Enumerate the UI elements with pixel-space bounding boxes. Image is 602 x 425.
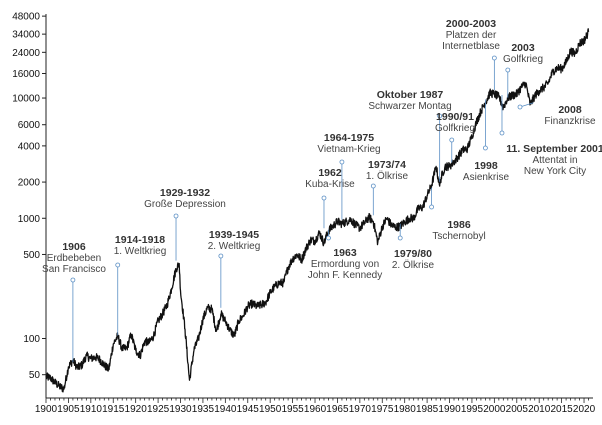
annotation-dot: [339, 159, 345, 165]
annotation-dot: [321, 195, 327, 201]
x-tick-label: 1935: [192, 404, 215, 415]
annotation-dot: [482, 145, 488, 151]
x-tick-label: 1970: [349, 404, 372, 415]
annotation-title: 2003: [511, 42, 535, 54]
annotation-title: 1963: [333, 247, 357, 259]
x-tick-label: 1960: [304, 404, 327, 415]
annotation-text: John F. Kennedy: [308, 270, 383, 281]
y-tick-label: 48000: [12, 12, 40, 23]
annotation-text: Internetblase: [442, 41, 500, 52]
annotation-text: Schwarzer Montag: [368, 101, 451, 112]
annotation-title: 1990/91: [436, 111, 474, 123]
x-tick-label: 1925: [147, 404, 170, 415]
annotation-dot: [173, 213, 179, 219]
annotation-dot: [505, 67, 511, 73]
annotation-text: Golfkrieg: [435, 123, 475, 134]
annotation-text: Platzen der: [446, 30, 497, 41]
annotation-title: 1929-1932: [160, 187, 210, 199]
y-tick-label: 2000: [18, 178, 41, 189]
y-tick-label: 34000: [12, 30, 40, 41]
annotation-title: 1964-1975: [324, 132, 374, 144]
annotation-dot: [326, 235, 331, 241]
x-tick-label: 1980: [394, 404, 417, 415]
x-tick-label: 1945: [237, 404, 260, 415]
annotation-text: Große Depression: [144, 199, 226, 210]
annotation-text: 1. Weltkrieg: [114, 246, 167, 257]
annotation-text: Ermordung von: [311, 259, 379, 270]
y-tick-label: 1000: [18, 214, 41, 225]
annotation-text: Erdbebeben: [47, 253, 102, 264]
annotation-dot: [370, 183, 376, 189]
y-tick-label: 6000: [18, 120, 41, 131]
x-tick-label: 1920: [125, 404, 148, 415]
x-tick-label: 1910: [80, 404, 103, 415]
annotation-dot: [70, 277, 76, 283]
annotation-text: 2. Weltkrieg: [208, 241, 261, 252]
annotation-title: 1914-1918: [115, 234, 165, 246]
annotation-title: 1962: [318, 167, 342, 179]
y-tick-label: 4000: [18, 141, 41, 152]
annotation-text: Asienkrise: [463, 172, 510, 183]
x-tick-label: 1990: [438, 404, 461, 415]
annotation-text: Golfkrieg: [503, 54, 543, 65]
annotation-title: 1998: [474, 160, 498, 172]
annotation-title: 1973/74: [368, 159, 406, 171]
annotation-text: Vietnam-Krieg: [317, 144, 380, 155]
x-tick-label: 2005: [506, 404, 529, 415]
annotation-title: 11. September 2001: [506, 143, 602, 155]
annotation-dot: [115, 262, 121, 268]
x-tick-label: 1930: [169, 404, 192, 415]
x-tick-label: 1905: [57, 404, 80, 415]
x-tick-label: 1900: [35, 404, 58, 415]
x-tick-label: 2000: [483, 404, 506, 415]
annotation-title: 2008: [558, 104, 582, 116]
annotation-title: 1979/80: [394, 248, 432, 260]
y-tick-label: 16000: [12, 69, 40, 80]
x-tick-label: 1995: [461, 404, 484, 415]
x-tick-label: 2010: [528, 404, 551, 415]
annotation-text: New York City: [524, 166, 586, 177]
annotation-text: Tschernobyl: [432, 231, 485, 242]
y-tick-label: 10000: [12, 94, 40, 105]
y-tick-label: 100: [23, 334, 40, 345]
annotation-text: Attentat in: [532, 155, 577, 166]
annotation-dot: [218, 253, 224, 259]
x-tick-label: 1950: [259, 404, 282, 415]
y-tick-label: 500: [23, 250, 40, 261]
annotation-text: San Francisco: [42, 264, 106, 275]
x-tick-label: 1955: [281, 404, 304, 415]
annotation-dot: [397, 235, 403, 241]
annotation-title: Oktober 1987: [377, 89, 444, 101]
annotation-text: 1. Ölkrise: [366, 170, 409, 182]
annotation-title: 1906: [62, 241, 86, 253]
annotation-dot: [429, 204, 434, 210]
x-tick-label: 1915: [102, 404, 125, 415]
x-tick-label: 1985: [416, 404, 439, 415]
x-tick-label: 1965: [326, 404, 349, 415]
x-tick-label: 2015: [550, 404, 573, 415]
y-tick-label: 24000: [12, 48, 40, 59]
annotation-text: Kuba-Krise: [305, 179, 355, 190]
x-tick-label: 2020: [573, 404, 596, 415]
y-tick-label: 50: [29, 370, 41, 381]
index-series-line: [45, 28, 590, 393]
annotation-text: Finanzkrise: [544, 116, 596, 127]
annotation-title: 1986: [447, 219, 471, 231]
annotation-dot: [437, 113, 443, 119]
x-tick-label: 1940: [214, 404, 237, 415]
annotation-dot: [517, 104, 523, 110]
annotation-text: 2. Ölkrise: [392, 259, 435, 271]
annotation-title: 1939-1945: [209, 229, 259, 241]
annotation-title: 2000-2003: [446, 18, 496, 30]
annotation-dot: [499, 130, 505, 136]
annotation-dot: [449, 137, 455, 143]
annotation-dot: [491, 55, 497, 61]
x-tick-label: 1975: [371, 404, 394, 415]
